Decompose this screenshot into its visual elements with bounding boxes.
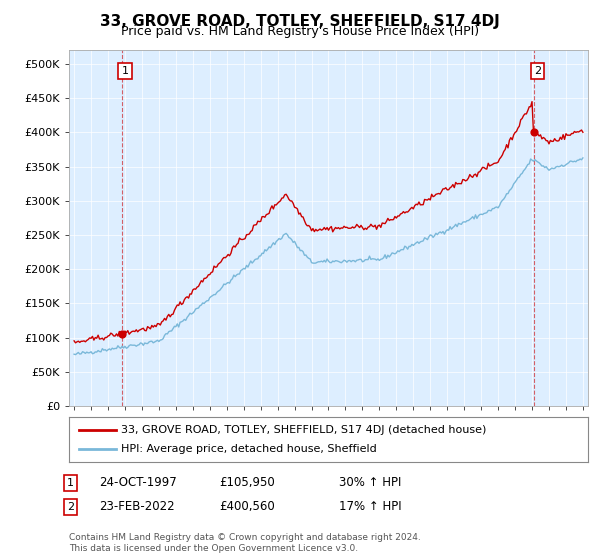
Text: 33, GROVE ROAD, TOTLEY, SHEFFIELD, S17 4DJ (detached house): 33, GROVE ROAD, TOTLEY, SHEFFIELD, S17 4… — [121, 424, 486, 435]
Text: £400,560: £400,560 — [219, 500, 275, 514]
Text: 1: 1 — [121, 66, 128, 76]
Text: Contains HM Land Registry data © Crown copyright and database right 2024.
This d: Contains HM Land Registry data © Crown c… — [69, 533, 421, 553]
Text: 23-FEB-2022: 23-FEB-2022 — [99, 500, 175, 514]
Text: Price paid vs. HM Land Registry's House Price Index (HPI): Price paid vs. HM Land Registry's House … — [121, 25, 479, 38]
Text: 1: 1 — [67, 478, 74, 488]
Text: 33, GROVE ROAD, TOTLEY, SHEFFIELD, S17 4DJ: 33, GROVE ROAD, TOTLEY, SHEFFIELD, S17 4… — [100, 14, 500, 29]
Text: 2: 2 — [67, 502, 74, 512]
Text: £105,950: £105,950 — [219, 476, 275, 489]
Text: 30% ↑ HPI: 30% ↑ HPI — [339, 476, 401, 489]
Text: 2: 2 — [534, 66, 541, 76]
Point — [529, 128, 539, 137]
Text: HPI: Average price, detached house, Sheffield: HPI: Average price, detached house, Shef… — [121, 445, 377, 455]
Text: 24-OCT-1997: 24-OCT-1997 — [99, 476, 177, 489]
Text: 17% ↑ HPI: 17% ↑ HPI — [339, 500, 401, 514]
Point — [117, 329, 127, 338]
